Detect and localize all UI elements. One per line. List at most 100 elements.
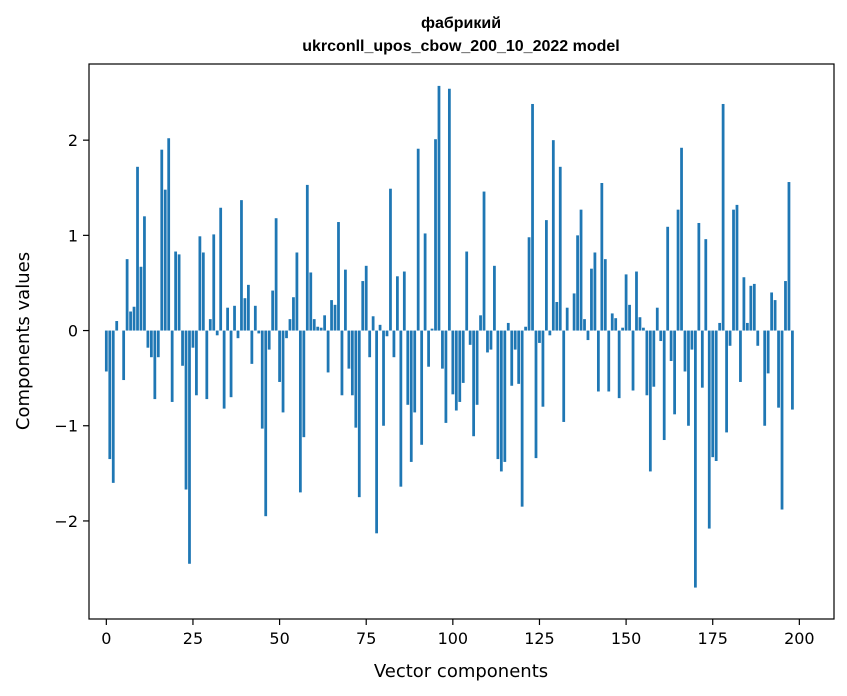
bar-72 xyxy=(354,330,358,428)
bar-28 xyxy=(201,252,205,331)
bar-96 xyxy=(437,85,441,331)
bar-98 xyxy=(444,330,448,423)
bar-64 xyxy=(326,330,330,373)
bar-56 xyxy=(298,330,302,493)
bar-139 xyxy=(586,330,590,341)
bar-75 xyxy=(364,265,368,331)
bar-3 xyxy=(115,321,119,331)
bar-76 xyxy=(368,330,372,358)
bar-14 xyxy=(153,330,157,400)
bar-192 xyxy=(770,292,774,331)
bar-180 xyxy=(728,330,732,346)
bar-29 xyxy=(205,330,209,400)
bar-16 xyxy=(160,149,164,331)
bar-0 xyxy=(104,330,108,372)
bar-140 xyxy=(590,268,593,331)
bar-178 xyxy=(721,103,725,331)
bar-184 xyxy=(742,277,746,331)
bar-118 xyxy=(513,330,517,350)
bar-131 xyxy=(558,166,562,331)
bar-137 xyxy=(579,209,583,331)
bar-46 xyxy=(264,330,268,517)
bar-188 xyxy=(756,330,760,346)
bar-34 xyxy=(222,330,226,409)
bar-93 xyxy=(427,330,430,367)
bar-62 xyxy=(319,327,323,331)
bar-149 xyxy=(621,327,625,331)
bar-112 xyxy=(493,265,496,331)
bar-1 xyxy=(108,330,112,460)
bar-58 xyxy=(305,184,309,331)
bar-193 xyxy=(773,300,777,331)
bar-54 xyxy=(292,297,295,331)
bar-42 xyxy=(250,330,254,364)
bar-176 xyxy=(714,330,718,461)
y-tick-label: 2 xyxy=(68,131,78,150)
bar-151 xyxy=(628,304,631,331)
bar-165 xyxy=(676,209,680,331)
bar-144 xyxy=(603,259,607,331)
bar-8 xyxy=(132,306,136,331)
bar-82 xyxy=(389,188,392,331)
bar-95 xyxy=(434,139,437,331)
bar-186 xyxy=(749,285,753,331)
chart-title: фабрикий xyxy=(421,15,501,32)
bar-181 xyxy=(732,209,735,331)
bar-167 xyxy=(683,330,687,372)
bar-10 xyxy=(139,266,143,331)
bar-35 xyxy=(226,307,229,331)
bar-40 xyxy=(243,298,247,331)
bar-9 xyxy=(136,166,139,331)
bar-22 xyxy=(181,330,184,366)
x-tick-label: 75 xyxy=(356,629,376,648)
bar-116 xyxy=(506,322,510,331)
bar-91 xyxy=(420,330,424,445)
bar-115 xyxy=(503,330,507,462)
bar-57 xyxy=(302,330,306,438)
bar-11 xyxy=(143,216,146,331)
bar-172 xyxy=(700,330,704,388)
bar-194 xyxy=(777,330,780,408)
bar-126 xyxy=(541,330,545,407)
bar-51 xyxy=(281,330,285,413)
x-tick-label: 150 xyxy=(611,629,642,648)
y-axis-label: Components values xyxy=(13,252,34,430)
bar-175 xyxy=(711,330,715,458)
bar-107 xyxy=(475,330,479,405)
bar-68 xyxy=(340,330,344,396)
bar-161 xyxy=(662,330,666,441)
bar-183 xyxy=(739,330,742,382)
bar-71 xyxy=(350,330,354,396)
bar-74 xyxy=(361,281,365,331)
x-axis-label: Vector components xyxy=(374,661,548,682)
bar-121 xyxy=(524,326,527,331)
bar-27 xyxy=(198,236,202,331)
bar-50 xyxy=(278,330,281,382)
bar-143 xyxy=(600,183,604,331)
bar-196 xyxy=(784,281,787,331)
bar-158 xyxy=(652,330,656,387)
y-tick-label: −1 xyxy=(54,417,78,436)
bar-135 xyxy=(572,293,576,331)
bar-92 xyxy=(423,233,427,331)
y-tick-label: 1 xyxy=(68,226,78,245)
plot-frame xyxy=(88,63,835,620)
bar-106 xyxy=(472,330,476,437)
bar-154 xyxy=(638,317,642,331)
bar-45 xyxy=(260,330,264,429)
bar-65 xyxy=(330,300,333,331)
bar-80 xyxy=(382,330,385,426)
bar-63 xyxy=(323,315,327,331)
bar-145 xyxy=(607,330,611,392)
bar-122 xyxy=(527,237,531,331)
bar-128 xyxy=(548,330,552,336)
bar-85 xyxy=(399,330,403,487)
bar-142 xyxy=(596,330,600,392)
bar-55 xyxy=(295,252,299,331)
bar-148 xyxy=(617,330,621,399)
bar-69 xyxy=(344,269,347,331)
bar-157 xyxy=(648,330,652,472)
bar-124 xyxy=(534,330,538,459)
bar-164 xyxy=(673,330,676,415)
bar-81 xyxy=(385,330,389,337)
